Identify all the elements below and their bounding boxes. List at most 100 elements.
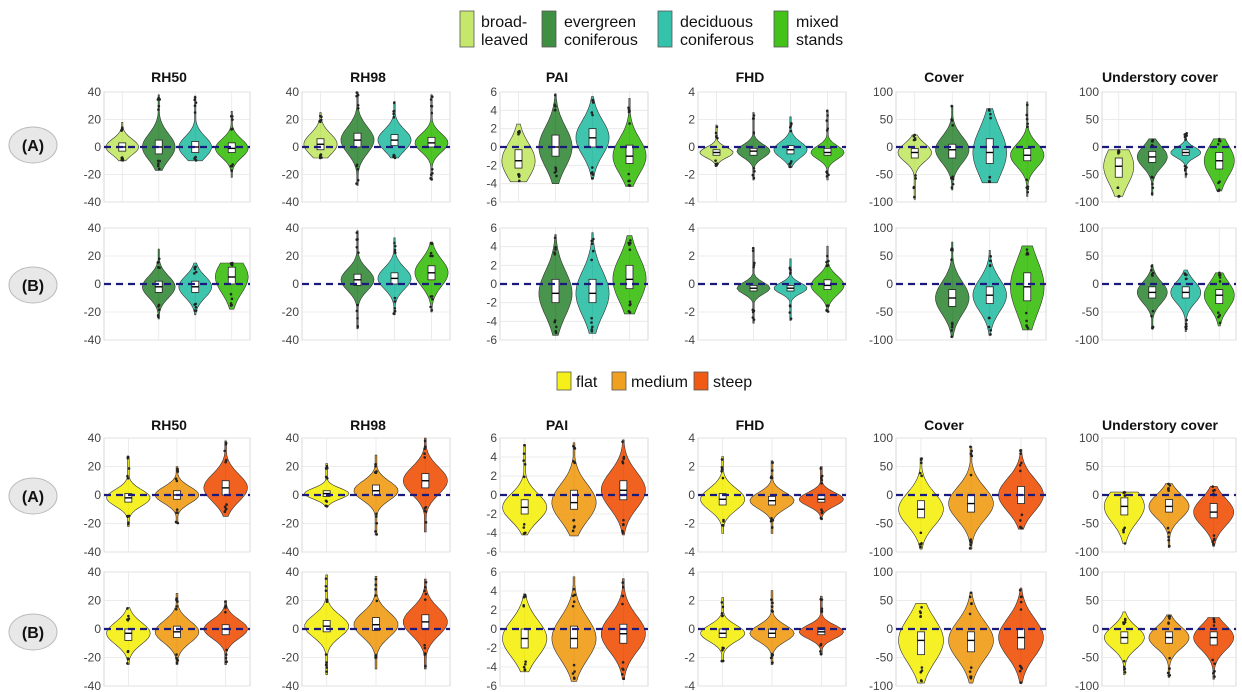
outlier-point [1123, 617, 1127, 621]
outlier-point [225, 503, 228, 506]
outlier-point [324, 653, 328, 656]
outlier-point [375, 599, 379, 603]
outlier-point [423, 456, 427, 459]
outlier-point [175, 657, 179, 661]
outlier-point [770, 526, 774, 529]
outlier-point [393, 251, 397, 255]
outlier-point [571, 672, 575, 675]
box-iqr [227, 266, 236, 285]
outlier-point [1018, 588, 1022, 592]
outlier-point [325, 661, 328, 664]
panel-0-4: 100 50 0 -50 -100 [869, 85, 1047, 209]
outlier-point [374, 530, 377, 533]
outlier-point [356, 107, 360, 110]
panel-title-pai-top: PAI [546, 69, 568, 85]
outlier-point [826, 127, 830, 130]
outlier-point [193, 111, 197, 114]
legend-swatch-steep [693, 371, 709, 391]
outlier-point [1150, 314, 1153, 318]
outlier-point [1167, 538, 1170, 542]
outlier-point [355, 91, 359, 94]
outlier-point [920, 457, 923, 460]
outlier-point [1117, 150, 1121, 154]
outlier-point [423, 643, 426, 647]
outlier-point [193, 309, 197, 312]
outlier-point [1185, 318, 1188, 322]
y-tick-label: -50 [876, 651, 894, 665]
outlier-point [591, 113, 594, 117]
outlier-point [1168, 667, 1171, 670]
legend-label-evergreen-2: coniferous [564, 32, 638, 49]
row-label-badge [8, 613, 58, 651]
outlier-point [157, 167, 161, 171]
outlier-point [523, 443, 526, 447]
outlier-point [392, 112, 395, 116]
outlier-point [592, 237, 595, 241]
outlier-point [224, 660, 228, 664]
y-tick-label: 2 [688, 113, 695, 127]
panel-3-5: 100 50 0 -50 -100 [1075, 565, 1237, 692]
outlier-point [1026, 122, 1029, 126]
outlier-point [591, 173, 595, 176]
outlier-point [356, 167, 360, 171]
outlier-point [357, 251, 360, 254]
y-tick-label: 20 [88, 249, 102, 263]
outlier-point [590, 166, 594, 169]
y-tick-label: -2 [486, 507, 497, 521]
outlier-point [591, 249, 595, 253]
outlier-point [1183, 133, 1187, 136]
y-tick-label: -20 [84, 651, 102, 665]
outlier-point [193, 104, 197, 107]
y-tick-label: 0 [94, 277, 101, 291]
panel-title-rh50-top: RH50 [151, 69, 187, 85]
outlier-point [1020, 461, 1023, 465]
y-tick-label: 6 [490, 221, 497, 235]
outlier-point [1025, 324, 1028, 327]
outlier-point [374, 462, 377, 466]
outlier-point [770, 475, 773, 479]
outlier-point [621, 661, 625, 664]
row-labels: (A) (B) (A) (B) [8, 126, 58, 651]
outlier-point [714, 159, 717, 162]
outlier-point [590, 111, 594, 114]
box-iqr [910, 148, 919, 159]
outlier-point [950, 247, 954, 251]
outlier-point [788, 165, 792, 169]
outlier-point [175, 479, 179, 483]
outlier-point [223, 505, 227, 509]
row-label-a-top: (A) [22, 138, 44, 155]
y-tick-label: -4 [486, 314, 497, 328]
y-tick-label: 0 [1092, 622, 1099, 636]
outlier-point [1185, 273, 1188, 277]
y-tick-label: -20 [84, 168, 102, 182]
outlier-point [393, 306, 397, 310]
panel-0-5: 100 50 0 -50 -100 [1075, 85, 1237, 209]
row-label-a-bottom: (A) [22, 489, 44, 506]
y-tick-label: -50 [1082, 168, 1100, 182]
outlier-point [827, 173, 830, 177]
outlier-point [752, 176, 756, 180]
outlier-point [1211, 658, 1214, 662]
y-tick-label: 100 [873, 431, 893, 445]
outlier-point [320, 156, 323, 159]
y-tick-label: 4 [490, 103, 497, 117]
outlier-point [590, 329, 594, 333]
outlier-point [224, 606, 227, 609]
y-tick-label: 0 [688, 277, 695, 291]
outlier-point [770, 598, 773, 601]
y-tick-label: 4 [490, 584, 497, 598]
outlier-point [1019, 681, 1023, 685]
outlier-point [430, 295, 434, 298]
outlier-point [969, 675, 973, 678]
y-tick-label: 40 [286, 431, 300, 445]
outlier-point [826, 254, 829, 258]
panel-2-4: 100 50 0 -50 -100 [869, 431, 1047, 559]
y-tick-label: 0 [886, 140, 893, 154]
outlier-point [751, 316, 755, 319]
outlier-point [989, 255, 992, 258]
outlier-point [324, 663, 328, 667]
outlier-point [126, 476, 130, 480]
y-tick-label: 100 [873, 565, 893, 579]
outlier-point [1216, 311, 1220, 315]
outlier-point [771, 461, 774, 464]
